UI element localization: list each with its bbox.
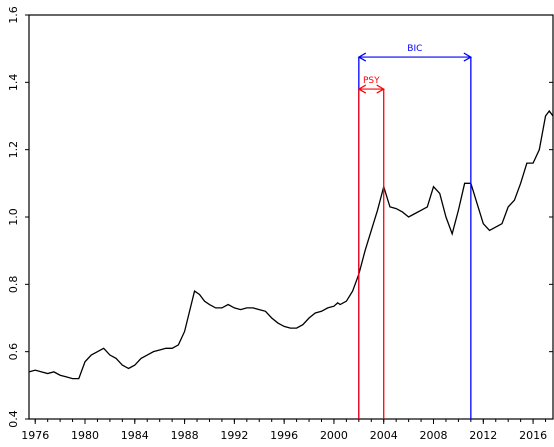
annotation-label: PSY bbox=[363, 76, 380, 86]
x-tick-label: 2012 bbox=[469, 429, 497, 442]
y-tick-label: 0.8 bbox=[7, 276, 20, 294]
annotation-arrowhead-right bbox=[376, 84, 385, 94]
annotation-arrowhead-left bbox=[357, 84, 367, 94]
plot-area: 0.4 0.6 0.8 1.0 1.2 1.4 1.6 1976 1980 1984 1988 199… bbox=[7, 6, 554, 442]
x-tick-label: 1996 bbox=[270, 429, 298, 442]
y-tick-label: 1.0 bbox=[7, 208, 20, 226]
x-tick-label: 2016 bbox=[519, 429, 547, 442]
y-tick-label: 1.6 bbox=[7, 6, 20, 24]
x-tick-label: 2008 bbox=[420, 429, 448, 442]
y-tick-label: 0.6 bbox=[7, 343, 20, 361]
y-tick-label: 1.4 bbox=[7, 74, 20, 92]
x-tick-label: 1992 bbox=[220, 429, 248, 442]
x-tick-label: 1988 bbox=[171, 429, 199, 442]
y-tick-label: 0.4 bbox=[7, 410, 20, 428]
annotation-label: BIC bbox=[407, 44, 422, 54]
x-tick-label: 1980 bbox=[71, 429, 99, 442]
x-tick-label: 1984 bbox=[121, 429, 149, 442]
annotation-arrowhead-left bbox=[357, 52, 367, 62]
x-tick-label: 2004 bbox=[370, 429, 398, 442]
x-tick-label: 2000 bbox=[320, 429, 348, 442]
x-tick-label: 1976 bbox=[21, 429, 49, 442]
plot-frame bbox=[28, 14, 554, 420]
series-line bbox=[28, 109, 554, 380]
y-tick-label: 1.2 bbox=[7, 141, 20, 159]
annotation-arrowhead-right bbox=[463, 52, 473, 62]
